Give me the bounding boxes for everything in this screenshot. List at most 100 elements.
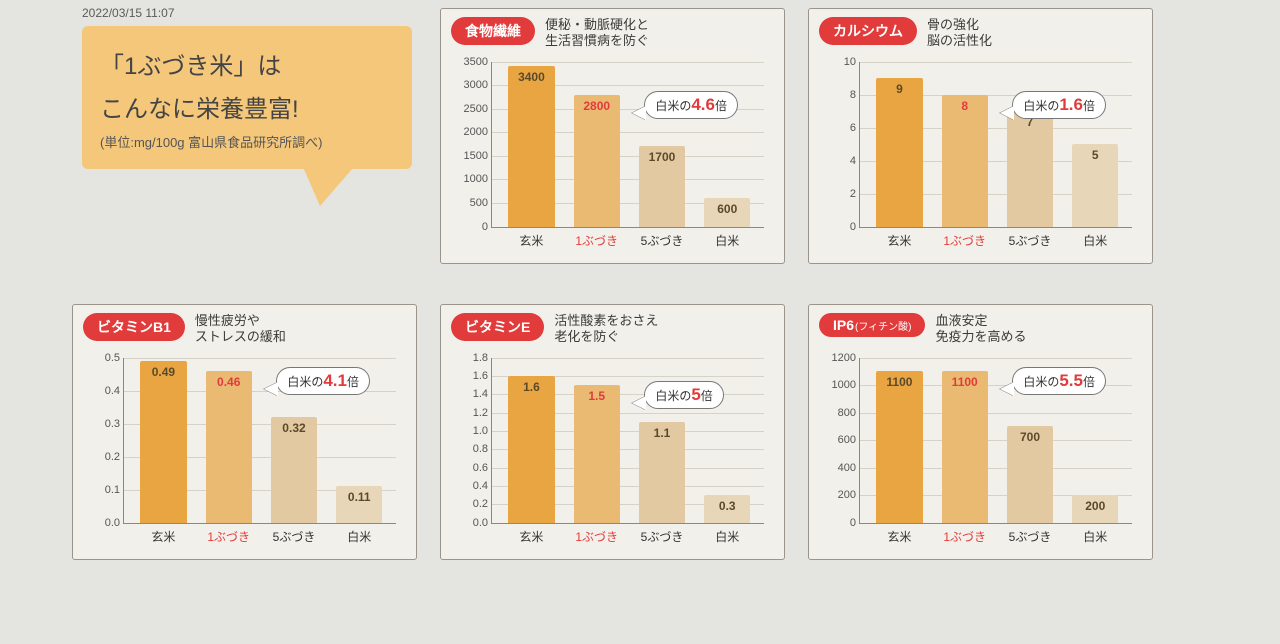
multiplier-callout: 白米の4.6倍 (644, 91, 738, 119)
bar-value-label: 1.6 (523, 380, 540, 394)
desc-line: 生活習慣病を防ぐ (545, 33, 649, 49)
callout-tail (632, 396, 646, 410)
x-axis-label: 白米 (329, 528, 389, 545)
bar-value-label: 1100 (886, 375, 912, 389)
chart-desc: 活性酸素をおさえ老化を防ぐ (554, 313, 658, 346)
bar-value-label: 0.32 (282, 421, 305, 435)
x-axis-label: 1ぶづき (199, 528, 259, 545)
desc-line: 慢性疲労や (195, 313, 286, 329)
charts-container: 食物繊維便秘・動脈硬化と生活習慣病を防ぐ05001000150020002500… (0, 4, 1280, 644)
x-axis-label: 5ぶづき (1000, 528, 1060, 545)
multiplier-callout: 白米の5.5倍 (1012, 367, 1106, 395)
chart-pill: ビタミンB1 (83, 313, 185, 341)
y-axis-tick: 10 (820, 56, 856, 68)
y-axis-tick: 1.0 (452, 425, 488, 437)
y-axis-tick: 1000 (820, 379, 856, 391)
callout-tail (1000, 106, 1014, 120)
gridline (492, 62, 764, 63)
plot-area: 0200400600800100012001100玄米11001ぶづき7005ぶ… (859, 358, 1132, 524)
plot-area: 02468109玄米81ぶづき75ぶづき5白米白米の1.6倍 (859, 62, 1132, 228)
bar: 200 (1072, 495, 1118, 523)
bar: 1100 (942, 371, 988, 522)
x-axis-label: 玄米 (870, 528, 930, 545)
x-axis-label: 玄米 (134, 528, 194, 545)
x-axis-label: 玄米 (502, 528, 562, 545)
y-axis-tick: 1.8 (452, 352, 488, 364)
y-axis-tick: 0.4 (84, 385, 120, 397)
bar-value-label: 1.5 (588, 389, 605, 403)
desc-line: 活性酸素をおさえ (554, 313, 658, 329)
bar: 1.1 (639, 422, 685, 523)
chart-plot: 05001000150020002500300035003400玄米28001ぶ… (451, 56, 774, 252)
bar: 5 (1072, 144, 1118, 227)
x-axis-label: 1ぶづき (935, 232, 995, 249)
desc-line: 便秘・動脈硬化と (545, 17, 649, 33)
x-axis-label: 白米 (697, 528, 757, 545)
bar-value-label: 200 (1085, 499, 1105, 513)
x-axis-label: 玄米 (502, 232, 562, 249)
chart-desc: 血液安定免疫力を高める (935, 313, 1026, 346)
y-axis-tick: 0 (452, 221, 488, 233)
chart-desc: 骨の強化脳の活性化 (927, 17, 992, 50)
bar: 700 (1007, 426, 1053, 522)
chart-plot: 0200400600800100012001100玄米11001ぶづき7005ぶ… (819, 352, 1142, 548)
bar: 8 (942, 95, 988, 227)
bar-value-label: 9 (896, 82, 903, 96)
x-axis-label: 1ぶづき (567, 232, 627, 249)
bar: 0.32 (271, 417, 317, 523)
callout-tail (632, 106, 646, 120)
y-axis-tick: 3500 (452, 56, 488, 68)
callout-prefix: 白米の (287, 375, 323, 389)
y-axis-tick: 0.3 (84, 418, 120, 430)
chart-header: ビタミンE活性酸素をおさえ老化を防ぐ (451, 313, 774, 346)
bar-value-label: 600 (717, 202, 737, 216)
y-axis-tick: 1200 (820, 352, 856, 364)
x-axis-label: 1ぶづき (935, 528, 995, 545)
callout-suffix: 倍 (1083, 99, 1095, 113)
y-axis-tick: 0.6 (452, 462, 488, 474)
desc-line: 血液安定 (935, 313, 1026, 329)
x-axis-label: 1ぶづき (567, 528, 627, 545)
chart-pill: IP6(フィチン酸) (819, 313, 925, 337)
y-axis-tick: 500 (452, 197, 488, 209)
bar: 0.49 (140, 361, 186, 523)
bar-value-label: 3400 (518, 70, 545, 84)
callout-suffix: 倍 (701, 389, 713, 403)
chart-desc: 慢性疲労やストレスの緩和 (195, 313, 286, 346)
y-axis-tick: 1500 (452, 150, 488, 162)
bar: 1.6 (508, 376, 554, 523)
bar: 0.3 (704, 495, 750, 523)
y-axis-tick: 0.0 (452, 517, 488, 529)
y-axis-tick: 8 (820, 89, 856, 101)
x-axis-label: 白米 (697, 232, 757, 249)
callout-multiplier: 4.1 (323, 371, 347, 390)
callout-prefix: 白米の (655, 389, 691, 403)
bar-value-label: 0.46 (217, 375, 240, 389)
chart-header: ビタミンB1 慢性疲労やストレスの緩和 (83, 313, 406, 346)
y-axis-tick: 600 (820, 434, 856, 446)
bar: 3400 (508, 66, 554, 226)
gridline (860, 62, 1132, 63)
y-axis-tick: 0 (820, 517, 856, 529)
bar-value-label: 5 (1092, 148, 1099, 162)
bar: 1.5 (574, 385, 620, 523)
chart-header: 食物繊維便秘・動脈硬化と生活習慣病を防ぐ (451, 17, 774, 50)
y-axis-tick: 2500 (452, 103, 488, 115)
x-axis-label: 5ぶづき (632, 232, 692, 249)
callout-prefix: 白米の (1023, 99, 1059, 113)
desc-line: ストレスの緩和 (195, 329, 286, 345)
bar: 9 (876, 78, 922, 227)
chart-pill: カルシウム (819, 17, 917, 45)
bar: 600 (704, 198, 750, 226)
multiplier-callout: 白米の4.1倍 (276, 367, 370, 395)
bar-value-label: 0.3 (719, 499, 736, 513)
x-axis-label: 5ぶづき (632, 528, 692, 545)
callout-suffix: 倍 (347, 375, 359, 389)
callout-tail (264, 382, 278, 396)
y-axis-tick: 1.2 (452, 407, 488, 419)
gridline (124, 358, 396, 359)
chart-plot: 0.00.20.40.60.81.01.21.41.61.81.6玄米1.51ぶ… (451, 352, 774, 548)
chart-panel-b1: ビタミンB1慢性疲労やストレスの緩和0.00.10.20.30.40.50.49… (72, 304, 417, 560)
callout-multiplier: 5 (691, 385, 700, 404)
callout-prefix: 白米の (655, 99, 691, 113)
